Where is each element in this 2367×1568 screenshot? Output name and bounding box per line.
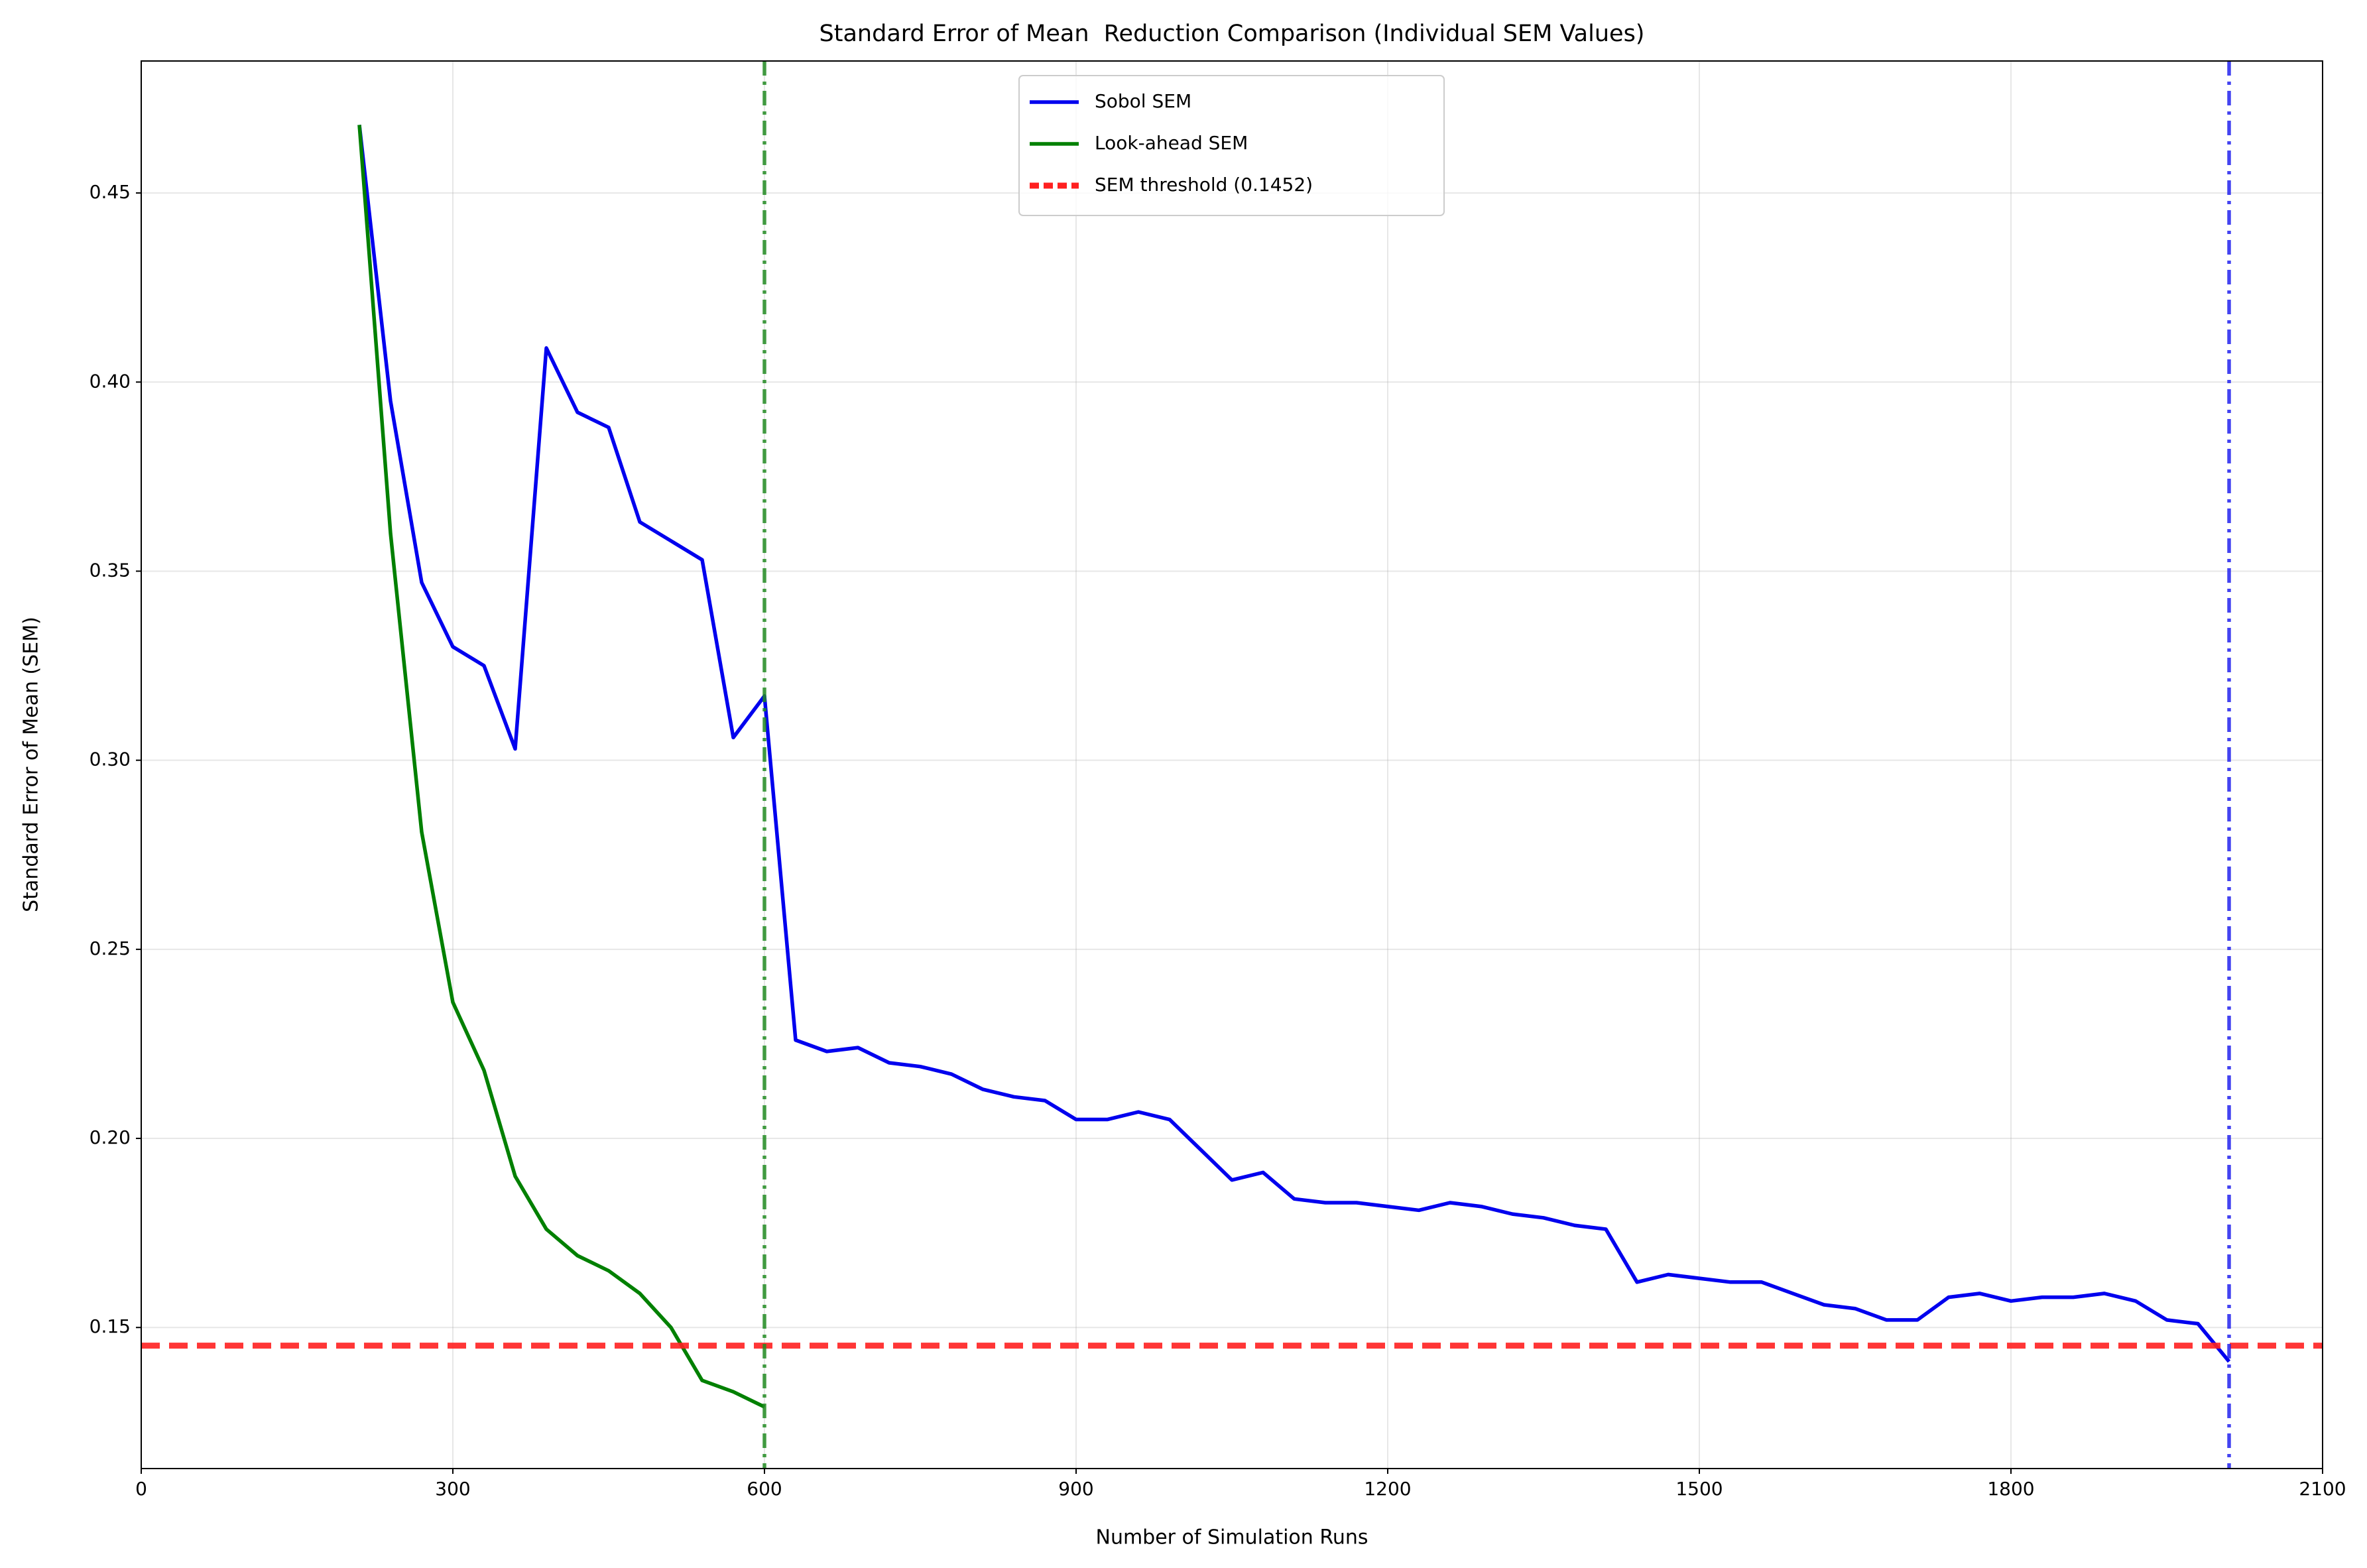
y-tick-label: 0.20 xyxy=(90,1126,131,1148)
y-tick-label: 0.35 xyxy=(90,559,131,581)
plot-frame xyxy=(141,60,2323,1469)
x-axis-label: Number of Simulation Runs xyxy=(1096,1526,1368,1549)
x-tick-label: 1200 xyxy=(1364,1478,1411,1500)
y-tick-label: 0.15 xyxy=(90,1315,131,1337)
x-tick-label: 2100 xyxy=(2299,1478,2346,1500)
legend-label: Look-ahead SEM xyxy=(1095,132,1248,154)
x-tick-label: 900 xyxy=(1058,1478,1093,1500)
y-tick-label: 0.30 xyxy=(90,749,131,770)
series-line xyxy=(357,125,2231,1363)
series-line xyxy=(357,125,766,1409)
x-tick-label: 0 xyxy=(135,1478,147,1500)
legend-label: Sobol SEM xyxy=(1095,90,1191,112)
legend-box xyxy=(1018,75,1445,216)
x-tick-label: 1800 xyxy=(1987,1478,2034,1500)
x-tick-label: 600 xyxy=(747,1478,782,1500)
legend-label: SEM threshold (0.1452) xyxy=(1095,174,1313,196)
y-tick-label: 0.45 xyxy=(90,181,131,203)
y-axis-label: Standard Error of Mean (SEM) xyxy=(20,617,43,912)
chart-title: Standard Error of Mean Reduction Compari… xyxy=(819,21,1645,47)
y-tick-label: 0.40 xyxy=(90,370,131,392)
x-tick-label: 300 xyxy=(435,1478,470,1500)
y-tick-label: 0.25 xyxy=(90,937,131,959)
x-tick-label: 1500 xyxy=(1675,1478,1723,1500)
